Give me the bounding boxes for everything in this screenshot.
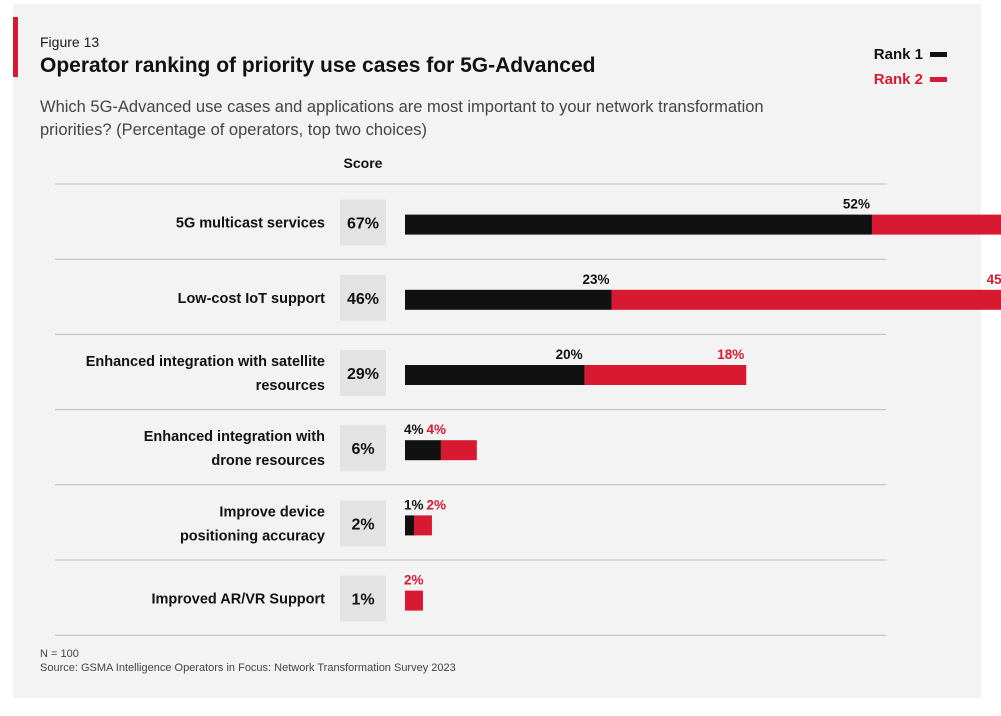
data-label-rank-1: 52% bbox=[843, 197, 870, 212]
score-box bbox=[340, 199, 386, 246]
legend-swatch-rank-1 bbox=[930, 52, 947, 57]
category-label: 5G multicast services bbox=[176, 216, 325, 232]
category-label: Improved AR/VR Support bbox=[152, 592, 326, 608]
bar-rank-1 bbox=[405, 289, 612, 310]
data-label-rank-1: 4% bbox=[404, 422, 424, 437]
score-box bbox=[340, 425, 386, 472]
score-box bbox=[340, 350, 386, 396]
score-box bbox=[340, 575, 386, 622]
bar-rank-2 bbox=[611, 289, 1001, 310]
sample-size-note: N = 100 bbox=[40, 648, 79, 660]
bar-rank-1 bbox=[405, 214, 872, 235]
figure-card bbox=[13, 4, 981, 698]
bar-rank-2 bbox=[413, 515, 432, 536]
data-label-rank-2: 4% bbox=[427, 422, 447, 437]
legend-swatch-rank-2 bbox=[930, 77, 947, 82]
figure-label: Figure 13 bbox=[40, 34, 100, 50]
category-label: drone resources bbox=[211, 453, 325, 469]
bar-rank-1 bbox=[405, 365, 585, 385]
bar-rank-1 bbox=[405, 440, 441, 461]
score-value: 6% bbox=[351, 441, 374, 458]
data-label-rank-2: 2% bbox=[404, 573, 424, 588]
data-label-rank-1: 1% bbox=[404, 497, 424, 512]
legend-item-rank-2: Rank 2 bbox=[874, 67, 947, 92]
accent-bar bbox=[13, 17, 18, 77]
score-value: 2% bbox=[351, 516, 374, 533]
category-label: Enhanced integration with satellite bbox=[86, 354, 325, 370]
score-column-header: Score bbox=[343, 155, 383, 171]
bar-rank-1 bbox=[405, 515, 414, 536]
legend: Rank 1 Rank 2 bbox=[874, 42, 947, 92]
category-label: Low-cost IoT support bbox=[178, 291, 326, 307]
category-label: resources bbox=[256, 378, 325, 394]
legend-label-rank-1: Rank 1 bbox=[873, 46, 923, 63]
legend-item-rank-1: Rank 1 bbox=[874, 42, 947, 67]
chart-title: Operator ranking of priority use cases f… bbox=[40, 54, 596, 77]
bar-rank-2 bbox=[405, 590, 423, 611]
data-label-rank-2: 18% bbox=[717, 347, 744, 362]
score-value: 1% bbox=[351, 592, 374, 609]
score-box bbox=[340, 274, 386, 321]
data-label-rank-1: 20% bbox=[556, 347, 583, 362]
bar-rank-2 bbox=[440, 440, 477, 461]
source-note: Source: GSMA Intelligence Operators in F… bbox=[40, 662, 456, 674]
score-box bbox=[340, 500, 386, 547]
data-label-rank-2: 2% bbox=[427, 497, 447, 512]
data-label-rank-2: 45% bbox=[987, 272, 1001, 287]
category-label: positioning accuracy bbox=[180, 528, 325, 544]
score-value: 46% bbox=[347, 291, 379, 308]
bar-rank-2 bbox=[584, 365, 747, 385]
category-label: Improve device bbox=[219, 504, 325, 520]
data-label-rank-1: 23% bbox=[583, 272, 610, 287]
score-value: 67% bbox=[347, 216, 379, 233]
category-label: Enhanced integration with bbox=[144, 429, 325, 445]
legend-label-rank-2: Rank 2 bbox=[873, 71, 923, 88]
chart-subtitle: Which 5G-Advanced use cases and applicat… bbox=[40, 98, 764, 139]
score-value: 29% bbox=[347, 366, 379, 383]
bar-rank-2 bbox=[871, 214, 1001, 235]
